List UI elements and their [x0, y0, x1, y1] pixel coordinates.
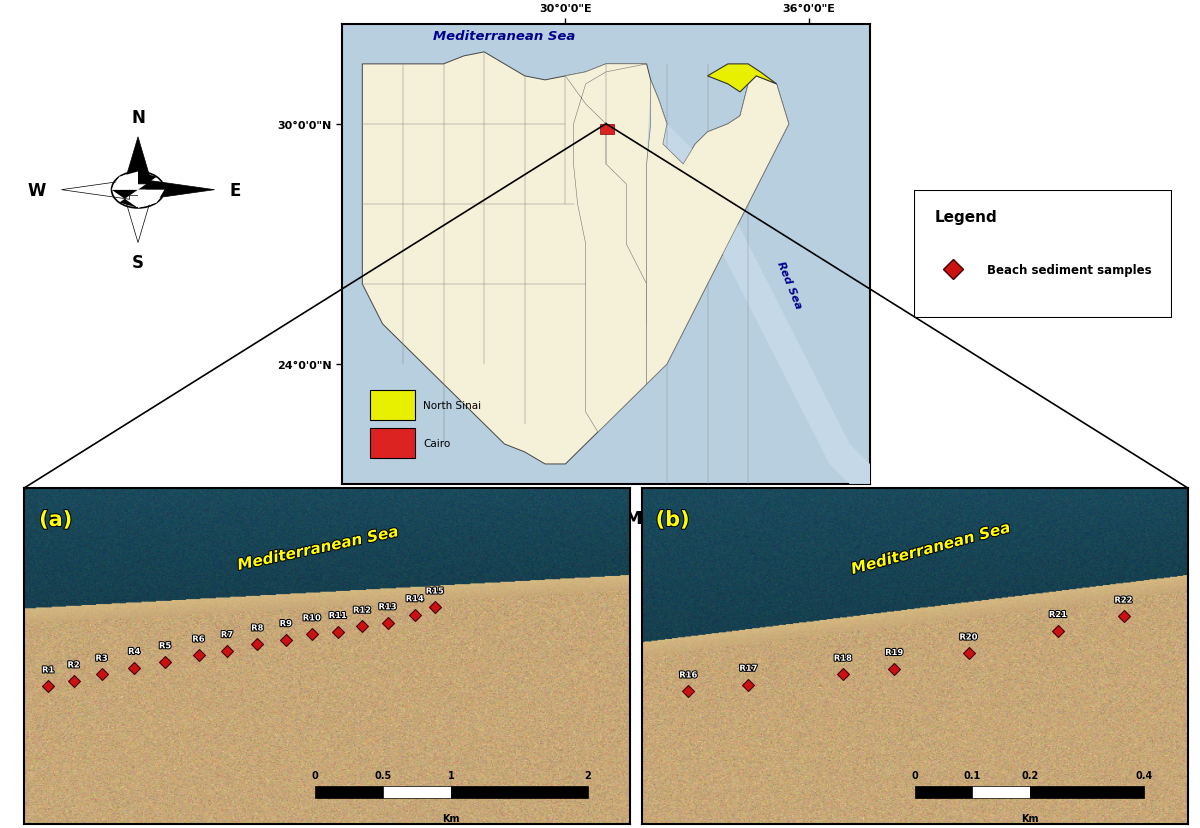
Text: (b): (b) — [655, 510, 690, 530]
Polygon shape — [647, 77, 788, 384]
Text: 0.2: 0.2 — [1021, 770, 1038, 780]
Text: R18: R18 — [834, 654, 852, 663]
Polygon shape — [138, 190, 164, 209]
Text: Cairo: Cairo — [424, 439, 450, 449]
Polygon shape — [124, 137, 152, 185]
Text: R9: R9 — [280, 619, 292, 628]
Bar — [342, 25, 870, 65]
Text: R12: R12 — [353, 606, 371, 615]
Bar — [1030, 786, 1145, 798]
Text: Mediterranean Sea: Mediterranean Sea — [850, 521, 1012, 577]
Text: R15: R15 — [426, 587, 444, 596]
Text: Mediterranean Sea: Mediterranean Sea — [236, 525, 400, 573]
Text: R19: R19 — [886, 648, 904, 657]
Text: R11: R11 — [329, 611, 347, 620]
Text: 2: 2 — [584, 770, 590, 780]
Text: R20: R20 — [960, 633, 978, 642]
Text: R7: R7 — [221, 630, 233, 639]
Polygon shape — [138, 172, 164, 190]
Polygon shape — [146, 181, 215, 200]
Text: S: S — [132, 254, 144, 272]
Text: R6: R6 — [192, 635, 205, 644]
Text: R5: R5 — [160, 642, 172, 651]
Bar — [972, 786, 1030, 798]
Text: Legend: Legend — [935, 209, 997, 224]
Text: 0.1: 0.1 — [964, 770, 980, 780]
Bar — [314, 786, 383, 798]
Text: Km: Km — [443, 813, 460, 823]
Text: R17: R17 — [739, 664, 757, 673]
Polygon shape — [565, 65, 667, 432]
Text: Km: Km — [1021, 813, 1038, 823]
Polygon shape — [61, 181, 130, 200]
Text: North Sinai: North Sinai — [424, 401, 481, 411]
Text: R3: R3 — [96, 654, 108, 663]
Text: R14: R14 — [406, 595, 424, 604]
Text: Egypt's Map: Egypt's Map — [545, 509, 667, 527]
Polygon shape — [112, 190, 138, 209]
Text: R2: R2 — [67, 661, 80, 670]
Bar — [451, 786, 588, 798]
Text: R4: R4 — [128, 647, 140, 656]
Text: R16: R16 — [679, 671, 697, 680]
Text: N: N — [131, 109, 145, 127]
Polygon shape — [362, 53, 788, 465]
Text: Red Sea: Red Sea — [775, 259, 803, 310]
Bar — [600, 125, 614, 135]
Bar — [371, 428, 415, 459]
Text: E: E — [230, 181, 241, 200]
Polygon shape — [647, 84, 870, 484]
Text: R21: R21 — [1049, 610, 1067, 619]
Bar — [371, 391, 415, 421]
Polygon shape — [112, 172, 138, 190]
Polygon shape — [124, 196, 152, 243]
Text: R8: R8 — [251, 623, 264, 633]
Polygon shape — [708, 65, 776, 93]
Text: R22: R22 — [1115, 596, 1133, 605]
Text: (a): (a) — [40, 510, 72, 530]
Text: 1: 1 — [448, 770, 455, 780]
Text: Mediterranean Sea: Mediterranean Sea — [433, 31, 576, 43]
Text: R1: R1 — [42, 666, 54, 675]
Bar — [916, 786, 972, 798]
Text: 0.4: 0.4 — [1135, 770, 1153, 780]
Bar — [383, 786, 451, 798]
Text: W: W — [28, 181, 46, 200]
Text: 0: 0 — [912, 770, 918, 780]
Text: 0: 0 — [312, 770, 318, 780]
Text: R10: R10 — [302, 614, 320, 623]
Text: Beach sediment samples: Beach sediment samples — [986, 263, 1151, 277]
Text: 0.5: 0.5 — [374, 770, 391, 780]
Text: R13: R13 — [378, 603, 397, 612]
